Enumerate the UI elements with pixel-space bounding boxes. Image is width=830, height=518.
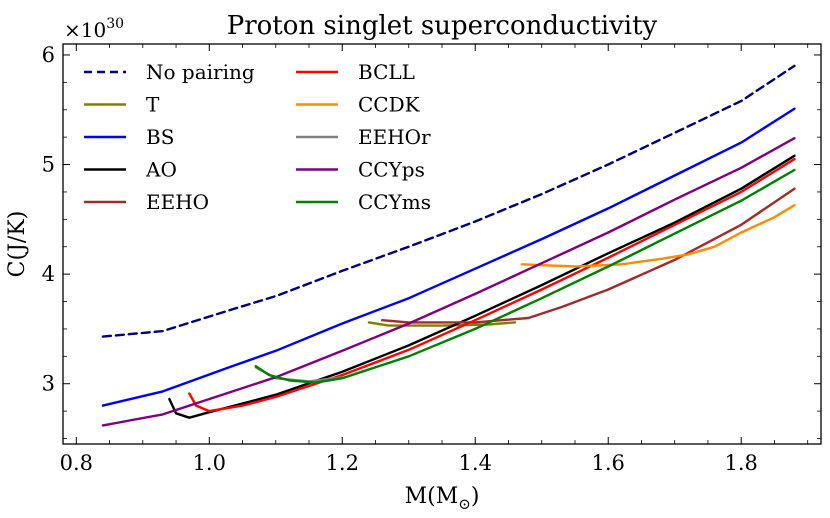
legend-label-bs: BS xyxy=(146,125,174,149)
series-line-ccyms xyxy=(254,168,796,384)
y-tick-label: 4 xyxy=(42,262,55,286)
x-axis-label: M(M⊙) xyxy=(405,484,480,513)
y-tick-label: 6 xyxy=(42,43,55,67)
x-tick-label: 1.2 xyxy=(326,451,359,475)
y-tick-label: 3 xyxy=(42,372,55,396)
series-line-no-pairing xyxy=(101,64,796,338)
series-line-bs xyxy=(101,107,796,407)
series-line-t xyxy=(367,321,517,327)
legend-label-no-pairing: No pairing xyxy=(146,60,255,84)
y-multiplier-base: ×10 xyxy=(64,18,106,42)
series-line-ao xyxy=(168,154,796,419)
ticks-layer: 0.8 1.0 1.2 1.4 1.6 1.8 3 4 5 6 xyxy=(42,43,821,475)
legend: No pairing T BS AO EEHO BCLL CCDK EEHOr CCYps CCY… xyxy=(84,60,431,214)
y-axis-label: C(J/K) xyxy=(5,211,30,278)
legend-label-ccyms: CCYms xyxy=(358,190,431,214)
legend-label-ccdk: CCDK xyxy=(358,93,421,117)
y-multiplier-exponent: 30 xyxy=(106,16,124,32)
legend-label-eehor: EEHOr xyxy=(358,125,431,149)
x-tick-label: 0.8 xyxy=(60,451,93,475)
legend-label-t: T xyxy=(146,93,160,117)
x-axis-label-close: ) xyxy=(471,484,480,509)
x-tick-label: 1.8 xyxy=(725,451,758,475)
legend-label-ccyps: CCYps xyxy=(358,158,425,182)
legend-label-bcll: BCLL xyxy=(358,60,415,84)
x-axis-label-main: M(M xyxy=(405,484,459,509)
legend-label-eeho: EEHO xyxy=(146,190,209,214)
series-line-ccyps xyxy=(101,137,796,427)
series-line-ccdk xyxy=(520,203,796,268)
y-tick-label: 5 xyxy=(42,153,55,177)
series-line-eeho xyxy=(381,187,796,324)
y-multiplier: ×1030 xyxy=(64,16,124,42)
chart-title: Proton singlet superconductivity xyxy=(227,11,658,41)
series-line-bcll xyxy=(188,157,796,413)
x-tick-label: 1.0 xyxy=(193,451,226,475)
legend-label-ao: AO xyxy=(145,158,177,182)
x-tick-label: 1.6 xyxy=(592,451,625,475)
x-axis-label-subscript: ⊙ xyxy=(458,495,471,513)
axes-frame xyxy=(62,43,822,445)
x-tick-label: 1.4 xyxy=(459,451,492,475)
series-layer xyxy=(101,64,796,427)
